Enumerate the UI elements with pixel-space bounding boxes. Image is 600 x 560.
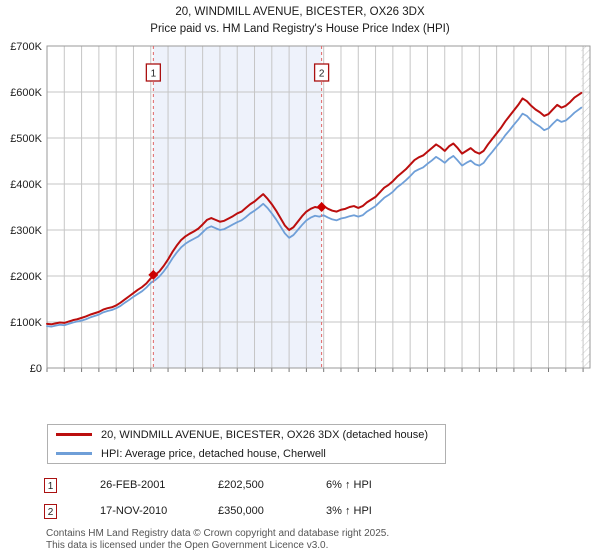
transactions-table: 1 26-FEB-2001 £202,500 6% ↑ HPI 2 17-NOV… [44, 472, 464, 524]
series-line-hpi [46, 106, 583, 328]
transaction-date-2: 17-NOV-2010 [100, 505, 168, 517]
price-history-line-chart: £0£100K£200K£300K£400K£500K£600K£700K199… [10, 41, 591, 373]
transaction-price-1: £202,500 [218, 479, 264, 491]
legend-item-price-paid: 20, WINDMILL AVENUE, BICESTER, OX26 3DX … [48, 425, 445, 444]
transaction-badge-1: 1 [44, 477, 57, 493]
page-subtitle: Price paid vs. HM Land Registry's House … [150, 23, 450, 35]
footer-line-licence: This data is licensed under the Open Gov… [46, 539, 329, 551]
legend-label-hpi: HPI: Average price, detached house, Cher… [101, 447, 326, 460]
transaction-date-1: 26-FEB-2001 [100, 479, 166, 491]
transaction-hpi-delta-2: 3% ↑ HPI [326, 505, 372, 517]
transaction-marker-badge [313, 63, 330, 82]
legend-label-price-paid: 20, WINDMILL AVENUE, BICESTER, OX26 3DX … [101, 428, 429, 441]
table-row: 1 26-FEB-2001 £202,500 6% ↑ HPI [44, 472, 464, 498]
transaction-marker-label: 1 [151, 69, 157, 80]
transaction-marker-point[interactable] [148, 269, 159, 280]
legend-item-hpi: HPI: Average price, detached house, Cher… [48, 444, 445, 463]
footer-attribution: Contains HM Land Registry data © Crown c… [46, 528, 566, 551]
footer-line-copyright: Contains HM Land Registry data © Crown c… [46, 528, 390, 539]
chart-legend: 20, WINDMILL AVENUE, BICESTER, OX26 3DX … [47, 424, 446, 464]
legend-swatch-price-paid [56, 433, 92, 436]
y-axis-tick-label: £200K [10, 271, 42, 283]
transaction-price-2: £350,000 [218, 505, 264, 517]
chart-plot-area: £0£100K£200K£300K£400K£500K£600K£700K199… [0, 38, 600, 373]
y-axis-tick-label: £100K [10, 317, 42, 329]
transaction-marker-badge [145, 63, 162, 82]
transaction-badge-2: 2 [44, 503, 57, 519]
title-block: 20, WINDMILL AVENUE, BICESTER, OX26 3DX … [0, 0, 600, 37]
y-axis-tick-label: £300K [10, 225, 42, 237]
transaction-marker-point[interactable] [316, 202, 327, 212]
series-line-price-paid [46, 91, 583, 326]
page-title: 20, WINDMILL AVENUE, BICESTER, OX26 3DX [175, 6, 425, 18]
table-row: 2 17-NOV-2010 £350,000 3% ↑ HPI [44, 498, 464, 524]
y-axis-tick-label: £600K [10, 87, 42, 99]
transaction-hpi-delta-1: 6% ↑ HPI [326, 479, 372, 491]
y-axis-tick-label: £0 [30, 363, 42, 373]
y-axis-tick-label: £700K [10, 41, 42, 53]
legend-swatch-hpi [56, 452, 92, 455]
y-axis-tick-label: £400K [10, 179, 42, 191]
transaction-marker-label: 2 [319, 69, 325, 80]
y-axis-tick-label: £500K [10, 133, 42, 145]
